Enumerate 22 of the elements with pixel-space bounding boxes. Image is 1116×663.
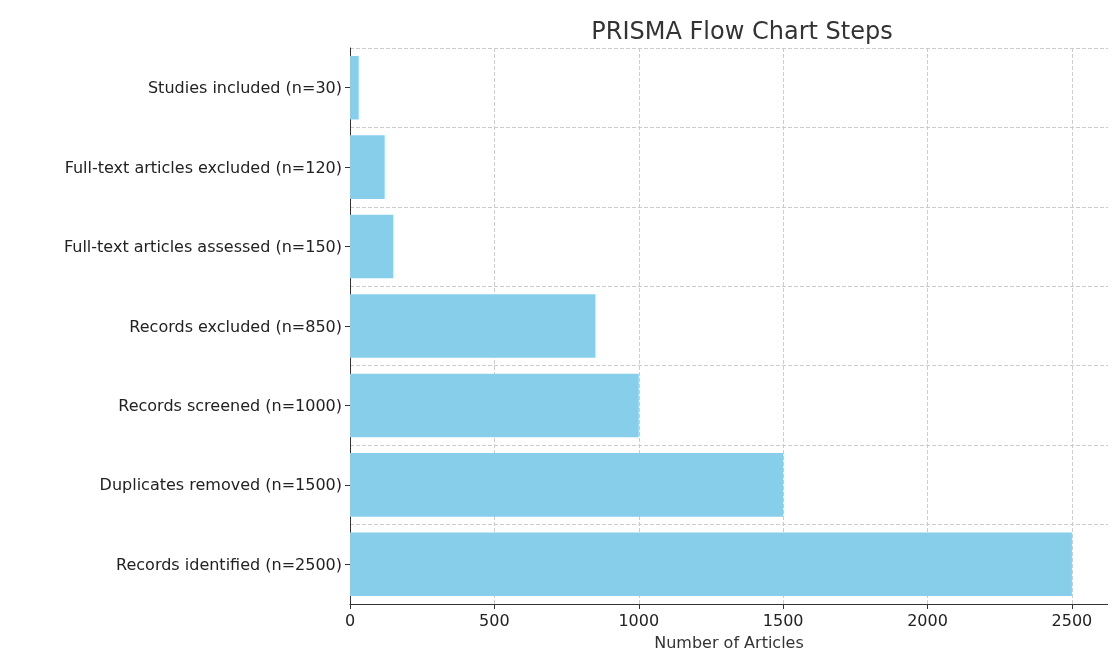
y-tick-label: Duplicates removed (n=1500) [99, 475, 342, 495]
x-axis-title: Number of Articles [654, 632, 804, 652]
x-tick-label: 1500 [762, 610, 804, 630]
bar [350, 453, 784, 517]
x-tick-label: 2000 [907, 610, 948, 630]
y-tick-label: Full-text articles assessed (n=150) [63, 237, 342, 257]
bar [350, 294, 596, 358]
x-tick-label: 1000 [618, 610, 660, 630]
bar [350, 214, 394, 279]
x-tick-label: 2500 [1051, 610, 1093, 630]
y-tick-label: Full-text articles excluded (n=120) [64, 157, 342, 177]
y-tick-label: Records identified (n=2500) [116, 554, 342, 574]
bar [350, 373, 639, 438]
bar [350, 532, 1072, 597]
y-tick-label: Studies included (n=30) [147, 78, 342, 98]
x-tick-label: 500 [479, 610, 510, 630]
x-tick-label: 0 [344, 610, 356, 630]
y-tick-label: Records screened (n=1000) [118, 395, 342, 415]
y-tick-label: Records excluded (n=850) [129, 316, 342, 336]
bar [350, 55, 359, 120]
chart-title: PRISMA Flow Chart Steps [591, 17, 893, 45]
bar [350, 135, 385, 199]
